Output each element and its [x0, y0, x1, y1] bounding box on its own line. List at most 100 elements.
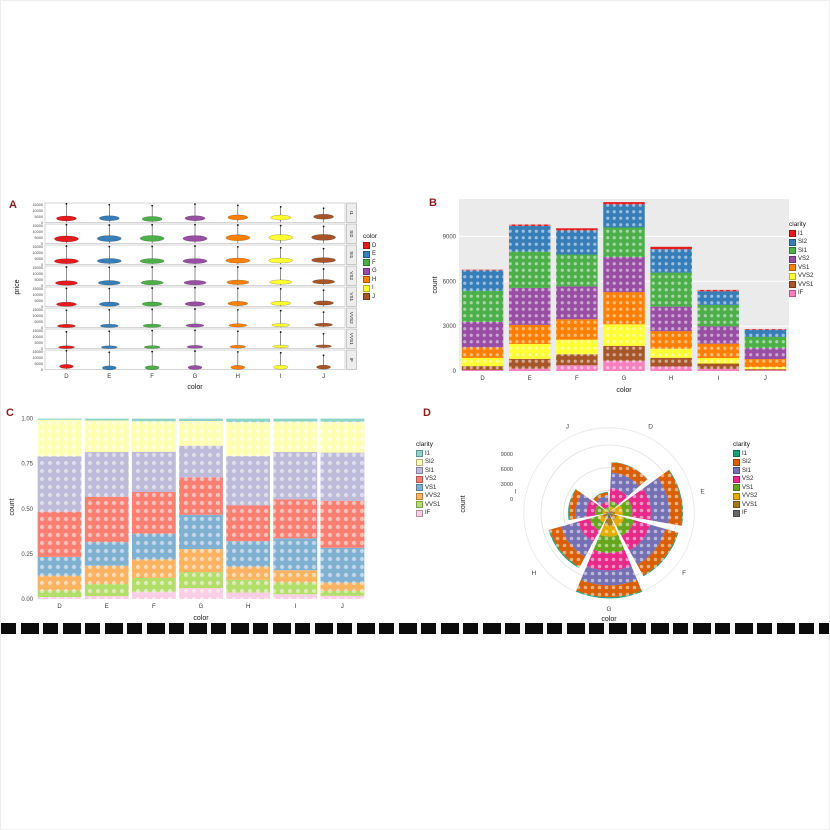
legend-swatch — [363, 284, 370, 292]
legend-swatch — [789, 272, 796, 280]
legend-label: SI1 — [798, 247, 808, 254]
legend-item-G: G — [363, 267, 377, 275]
category-label: F — [682, 570, 686, 577]
y-tick-label: 15000 — [32, 350, 43, 354]
violin-VS2-H — [226, 279, 250, 285]
outlier-dot — [65, 330, 68, 333]
legend-label: SI1 — [742, 467, 752, 474]
legend-item-VVS2: VVS2 — [789, 272, 813, 280]
legend-item-I1: I1 — [733, 450, 757, 458]
facet-strip-label: SI2 — [349, 230, 354, 237]
violin-I1-G — [184, 215, 206, 221]
violin-VS1-H — [227, 301, 249, 306]
violin-VS1-J — [313, 300, 334, 306]
legend-item-VVS1: VVS1 — [416, 501, 441, 509]
y-tick-label: 5000 — [35, 236, 43, 240]
y-tick-label: 0 — [41, 326, 43, 330]
outlier-dot — [279, 351, 282, 354]
legend-swatch — [416, 501, 423, 509]
facet-strip-label: VS2 — [349, 271, 354, 280]
violin-VVS1-H — [229, 345, 247, 349]
violin-I1-I — [270, 214, 291, 221]
y-tick-label: 15000 — [32, 203, 43, 207]
x-tick-label: H — [236, 374, 240, 380]
violin-SI1-F — [139, 258, 165, 264]
legend-swatch — [789, 238, 796, 246]
outlier-dot — [322, 289, 325, 292]
legend-label: VVS1 — [425, 501, 441, 508]
polar-outer-ring — [523, 427, 695, 599]
legend-item-SI2: SI2 — [733, 458, 757, 466]
violin-I1-E — [99, 215, 120, 221]
outlier-dot — [108, 266, 111, 269]
bar-dot-texture — [131, 418, 176, 599]
outlier-dot — [322, 332, 325, 335]
legend-label: VVS1 — [742, 501, 758, 508]
violin-I1-D — [56, 215, 77, 222]
legend-swatch — [416, 450, 423, 458]
r-tick-label: 6000 — [501, 467, 513, 473]
legend-title: clarity — [416, 441, 433, 448]
legend-item-J: J — [363, 293, 377, 301]
x-tick-label: J — [341, 604, 344, 610]
bar-dot-texture — [179, 418, 223, 599]
x-axis-label: color — [187, 384, 203, 391]
panel-c-label: C — [6, 407, 14, 419]
legend-item-SI1: SI1 — [416, 467, 440, 475]
y-tick-label: 15000 — [32, 266, 43, 270]
legend-item-VVS2: VVS2 — [416, 492, 440, 500]
panel-c-legend: clarity I1 SI2 SI1 VS2 VS1 VVS2 VVS1 IF — [416, 441, 440, 518]
legend-label: VS1 — [742, 484, 754, 491]
facet-strip — [346, 328, 357, 349]
y-tick-label: 0 — [41, 263, 43, 267]
facet-strip — [346, 307, 357, 328]
x-tick-label: D — [64, 374, 69, 380]
outlier-dot — [194, 286, 196, 289]
legend-item-VVS1: VVS1 — [789, 281, 813, 289]
y-tick-label: 5000 — [35, 362, 43, 366]
facet-strip-label: VVS2 — [349, 312, 354, 324]
y-tick-label: 5000 — [35, 257, 43, 261]
facet-strip-label: VVS1 — [349, 333, 354, 345]
y-tick-label: 0 — [41, 221, 43, 225]
legend-item-H: H — [363, 276, 377, 284]
category-label: E — [700, 489, 705, 496]
violin-VS2-G — [183, 280, 207, 286]
x-tick-label: J — [322, 374, 325, 380]
violin-SI2-H — [225, 234, 251, 241]
violin-SI2-J — [311, 234, 336, 241]
x-axis-label: color — [193, 615, 209, 622]
violin-VS2-D — [55, 280, 78, 286]
legend-item-VS1: VS1 — [416, 484, 440, 492]
violin-SI1-D — [54, 258, 79, 264]
legend-item-VVS2: VVS2 — [733, 492, 757, 500]
legend-item-IF: IF — [416, 509, 440, 517]
violin-VVS1-E — [101, 345, 118, 349]
y-tick-label: 0 — [41, 368, 43, 372]
legend-swatch — [789, 255, 796, 263]
y-tick-label: 15000 — [32, 329, 43, 333]
violin-VVS1-I — [272, 344, 289, 349]
legend-label: F — [372, 259, 376, 266]
panel-d-polar-bar: D D E F G H I J 0 3000 6000 9000 color count clarity… — [421, 401, 829, 629]
x-tick-label: D — [480, 376, 485, 382]
legend-swatch — [363, 267, 370, 275]
category-label: I — [515, 489, 517, 496]
legend-label: IF — [742, 510, 748, 517]
violin-SI1-G — [182, 258, 208, 264]
violin-IF-D — [59, 364, 74, 369]
outlier-dot — [322, 225, 325, 228]
y-tick-label: 15000 — [32, 308, 43, 312]
y-tick-label: 0 — [41, 347, 43, 351]
category-label: G — [606, 606, 611, 613]
outlier-dot — [151, 287, 154, 289]
violin-VS2-J — [312, 279, 335, 285]
outlier-dot — [65, 202, 68, 205]
facet-strip-label: IF — [349, 358, 354, 362]
legend-label: VS2 — [742, 476, 754, 483]
violin-IF-G — [187, 365, 203, 370]
violin-VVS2-H — [228, 323, 248, 328]
